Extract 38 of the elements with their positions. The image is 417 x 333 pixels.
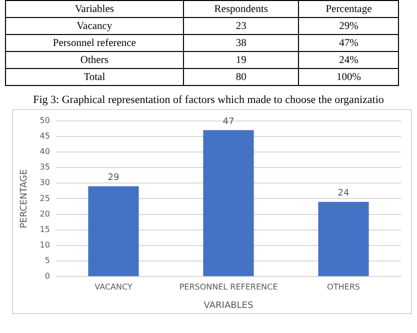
bar <box>203 130 254 276</box>
x-tick-label: PERSONNEL REFERENCE <box>179 282 278 292</box>
y-tick-label: 10 <box>40 240 50 250</box>
y-tick-label: 0 <box>44 272 50 281</box>
text: 29% <box>339 20 358 32</box>
data-label: 29 <box>108 173 120 184</box>
y-axis-title: PERCENTAGE <box>20 168 30 228</box>
text: 19 <box>236 54 246 66</box>
category-label: Respondents <box>183 0 299 18</box>
x-axis-title: VARIABLES <box>204 300 254 311</box>
bar <box>318 202 369 276</box>
category-label: Percentage <box>298 0 398 18</box>
y-tick-label: 5 <box>44 256 50 266</box>
x-tick-label: OTHERS <box>327 282 360 292</box>
category-label: Variables <box>6 0 184 18</box>
x-tick-label: VACANCY <box>94 282 132 292</box>
y-tick-label: 35 <box>40 162 50 172</box>
text: 47% <box>339 38 358 48</box>
text: 38 <box>236 38 246 48</box>
bar <box>88 186 139 276</box>
data-label: 47 <box>222 116 234 127</box>
text: Vacancy <box>76 20 112 32</box>
y-tick-label: 45 <box>40 131 50 140</box>
y-tick-label: 30 <box>40 178 50 188</box>
y-tick-label: 20 <box>40 209 50 218</box>
text: 24% <box>339 54 358 66</box>
text: Total <box>84 72 106 82</box>
text: 80 <box>236 72 246 82</box>
chart-title: Fig 3: Graphical representation of factors which made to choose the organizatio <box>32 94 385 106</box>
y-tick-label: 40 <box>40 147 50 156</box>
text: Others <box>80 54 108 66</box>
text: 23 <box>236 20 246 32</box>
y-tick-label: 50 <box>40 116 50 125</box>
text: Personnel reference <box>52 38 136 48</box>
y-tick-label: 15 <box>40 224 50 234</box>
y-tick-label: 25 <box>40 194 50 203</box>
text: 100% <box>336 72 361 82</box>
data-label: 24 <box>338 188 350 199</box>
